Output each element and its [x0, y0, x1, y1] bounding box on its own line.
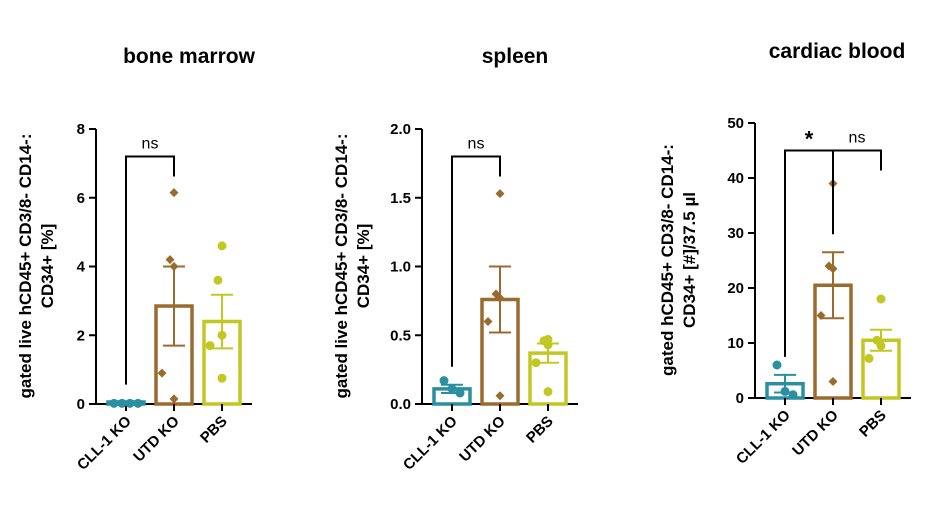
- y-axis-label-line: gated hCD45+ CD3/8- CD14-:: [658, 144, 677, 376]
- data-point: [447, 384, 457, 394]
- data-point: [117, 398, 127, 408]
- chart-title: bone marrow: [123, 45, 256, 68]
- significance-bracket: [784, 149, 834, 357]
- x-tick-label: UTD KO: [789, 407, 842, 460]
- data-point: [780, 386, 790, 396]
- significance-label: *: [805, 127, 814, 152]
- x-tick-label: PBS: [856, 407, 890, 441]
- y-tick-label: 4: [77, 259, 86, 276]
- chart-title: spleen: [482, 45, 549, 68]
- y-tick-label: 50: [727, 115, 744, 132]
- y-tick-label: 30: [727, 225, 744, 242]
- significance-label: ns: [849, 130, 866, 147]
- y-axis-label-line: CD34+ [#]/37.5 µl: [680, 192, 699, 328]
- x-tick-label: CLL-1 KO: [74, 413, 135, 474]
- significance-bracket: [832, 149, 882, 235]
- data-point: [495, 391, 505, 401]
- data-point: [531, 358, 541, 368]
- x-tick-label: UTD KO: [456, 413, 509, 466]
- y-axis-label-line: gated live hCD45+ CD3/8- CD14-:: [16, 134, 35, 399]
- y-tick-label: 0.5: [390, 327, 411, 344]
- data-point: [439, 376, 449, 386]
- significance-bracket: [125, 155, 175, 385]
- x-tick-label: PBS: [523, 413, 557, 447]
- data-point: [157, 368, 167, 378]
- chart-panel: bone marrow gated live hCD45+ CD3/8- CD14…: [16, 45, 256, 474]
- y-tick-label: 0.0: [390, 396, 411, 413]
- data-point: [217, 330, 227, 340]
- data-point: [828, 377, 838, 386]
- data-point: [788, 390, 798, 400]
- y-tick-label: 8: [77, 121, 85, 138]
- data-point: [133, 398, 143, 408]
- significance-label: ns: [468, 136, 485, 153]
- y-tick-label: 1.5: [390, 190, 411, 207]
- x-tick-label: PBS: [197, 413, 231, 447]
- data-point: [165, 255, 175, 265]
- x-tick-label: CLL-1 KO: [400, 413, 461, 474]
- significance-label: ns: [142, 136, 159, 153]
- y-tick-label: 1.0: [390, 259, 411, 276]
- data-point: [125, 398, 135, 408]
- data-point: [495, 293, 505, 303]
- data-point: [495, 189, 505, 199]
- significance-bracket: [451, 155, 501, 367]
- data-point: [455, 388, 465, 398]
- data-point: [543, 340, 553, 350]
- data-point: [864, 353, 874, 363]
- data-point: [772, 360, 782, 370]
- data-point: [217, 373, 227, 383]
- data-point: [217, 241, 227, 251]
- y-tick-label: 40: [727, 170, 744, 187]
- y-axis-label-line: gated live hCD45+ CD3/8- CD14-:: [332, 134, 351, 399]
- data-point: [169, 262, 179, 271]
- data-point: [483, 317, 493, 326]
- y-axis-label-line: CD34+ [%]: [38, 224, 57, 309]
- data-point: [828, 264, 838, 274]
- x-tick-label: CLL-1 KO: [733, 407, 794, 468]
- data-point: [876, 341, 886, 351]
- y-tick-label: 20: [727, 280, 744, 297]
- y-tick-label: 2: [77, 327, 85, 344]
- y-axis-label-line: CD34+ [%]: [354, 224, 373, 309]
- data-point: [169, 188, 179, 198]
- data-point: [169, 394, 179, 404]
- y-tick-label: 10: [727, 335, 744, 352]
- data-point: [213, 275, 223, 285]
- y-axis-label: gated hCD45+ CD3/8- CD14-: CD34+ [#]/37.5…: [658, 144, 699, 376]
- data-point: [543, 387, 553, 397]
- data-point: [205, 341, 215, 351]
- y-tick-label: 6: [77, 190, 85, 207]
- data-point: [876, 294, 886, 304]
- y-tick-label: 2.0: [390, 121, 411, 138]
- x-tick-label: UTD KO: [130, 413, 183, 466]
- data-point: [816, 311, 826, 320]
- y-axis-label: gated live hCD45+ CD3/8- CD14-: CD34+ [%]: [332, 134, 373, 399]
- chart-title: cardiac blood: [769, 40, 906, 63]
- data-point: [109, 398, 119, 408]
- chart-panel: spleen gated live hCD45+ CD3/8- CD14-: CD3…: [332, 45, 578, 474]
- y-tick-label: 0: [77, 396, 85, 413]
- y-axis-label: gated live hCD45+ CD3/8- CD14-: CD34+ [%]: [16, 134, 57, 399]
- y-tick-label: 0: [736, 390, 744, 407]
